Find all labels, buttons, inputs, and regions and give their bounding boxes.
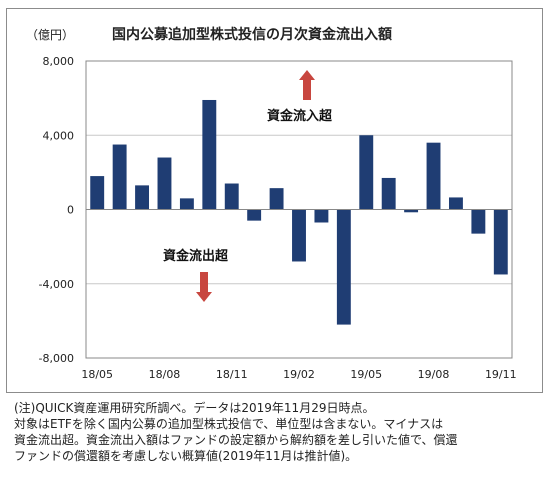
y-axis-ticks: 8,000 4,000 0 -4,000 -8,000 <box>39 55 74 365</box>
bar <box>471 209 486 234</box>
bar <box>292 209 306 262</box>
bar <box>269 188 284 210</box>
bar <box>157 157 172 210</box>
bar <box>112 144 127 210</box>
y-tick-label: 8,000 <box>43 55 75 68</box>
x-tick-label: 18/05 <box>81 368 113 381</box>
outflow-annotation: 資金流出超 <box>163 248 229 264</box>
bar <box>179 198 194 210</box>
footnote: (注)QUICK資産運用研究所調べ。データは2019年11月29日時点。 対象は… <box>14 400 544 464</box>
bar <box>493 209 508 275</box>
inflow-arrow-icon <box>299 70 315 100</box>
y-tick-label: 4,000 <box>43 129 75 142</box>
bar <box>381 177 396 210</box>
bar <box>426 142 441 210</box>
chart-frame <box>6 8 543 393</box>
footnote-line: (注)QUICK資産運用研究所調べ。データは2019年11月29日時点。 <box>14 401 375 415</box>
y-tick-label: 0 <box>67 204 74 217</box>
y-axis-unit-label: （億円） <box>26 28 75 42</box>
bar <box>202 99 217 210</box>
x-tick-label: 18/11 <box>216 368 248 381</box>
bar <box>224 183 239 210</box>
bar-series <box>90 99 508 325</box>
footnote-line: 資金流出超。資金流出入額はファンドの設定額から解約額を差し引いた値で、償還 <box>14 433 458 447</box>
bar <box>90 176 105 210</box>
bar <box>359 135 374 210</box>
bar <box>314 209 329 223</box>
footnote-line: 対象はETFを除く国内公募の追加型株式投信で、単位型は含まない。マイナスは <box>14 417 444 431</box>
x-tick-label: 19/08 <box>418 368 450 381</box>
y-tick-label: -8,000 <box>39 352 74 365</box>
bar <box>404 209 419 213</box>
inflow-annotation: 資金流入超 <box>267 108 333 124</box>
bar <box>135 185 150 210</box>
gridlines <box>86 134 512 285</box>
bar <box>247 209 262 221</box>
footnote-line: ファンドの償還額を考慮しない概算値(2019年11月は推計値)。 <box>14 449 358 463</box>
x-tick-label: 19/05 <box>350 368 382 381</box>
x-tick-label: 18/08 <box>149 368 181 381</box>
bar <box>336 209 351 325</box>
outflow-arrow-icon <box>196 272 212 302</box>
y-tick-label: -4,000 <box>39 278 74 291</box>
x-axis-ticks: 18/05 18/08 18/11 19/02 19/05 19/08 19/11 <box>81 368 516 381</box>
chart-title: 国内公募追加型株式投信の月次資金流出入額 <box>112 27 392 43</box>
x-tick-label: 19/02 <box>283 368 315 381</box>
x-tick-label: 19/11 <box>485 368 517 381</box>
bar <box>448 197 463 210</box>
